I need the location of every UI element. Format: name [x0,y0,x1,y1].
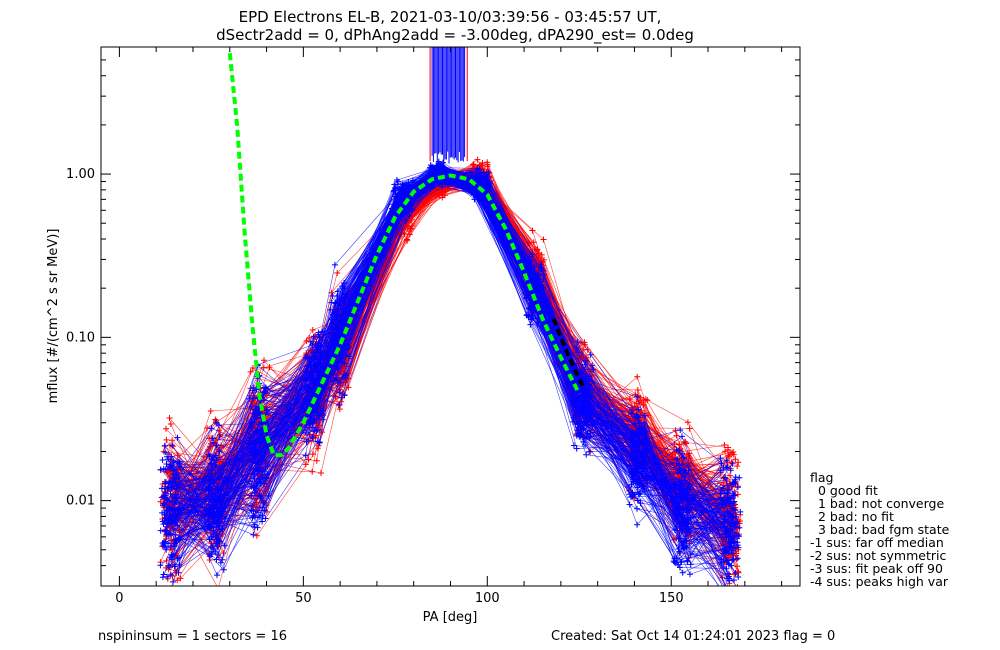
x-tick-label: 50 [295,591,312,606]
legend-item: 1 bad: not converge [818,496,944,511]
plot-overlays [227,47,585,458]
y-axis-label: mflux [#/(cm^2 s sr MeV)] [46,229,61,404]
x-axis-label: PA [deg] [423,610,478,625]
legend-title: flag [810,470,833,485]
x-tick-label: 100 [475,591,500,606]
trace-line [175,176,733,540]
trace-markers [168,177,682,531]
trace-markers [167,163,733,586]
chart-title-line1: EPD Electrons EL-B, 2021-03-10/03:39:56 … [239,8,662,26]
trace-line [167,180,729,579]
legend-item: -4 sus: peaks high var [810,574,949,589]
chart-title-line2: dSectr2add = 0, dPhAng2add = -3.00deg, d… [216,26,694,45]
x-tick-label: 150 [659,591,684,606]
legend-item: 3 bad: bad fgm state [818,522,950,537]
trace-line [169,164,729,554]
y-tick-label: 0.10 [66,330,95,345]
trace-markers [160,170,729,528]
x-tick-label: 0 [115,591,123,606]
trace-line [172,175,737,586]
fit-curve [227,52,582,458]
trace-markers [167,174,685,517]
fit-curve-tail [551,317,585,388]
legend-item: -3 sus: fit peak off 90 [810,561,943,576]
axes: 0 50 100 150 0.01 0.10 1.00 [66,46,800,606]
footer-info: nspininsum = 1 sectors = 16 [98,629,287,644]
trace-line [168,190,727,556]
y-tick-label: 0.01 [66,494,95,509]
trace-markers [167,163,685,518]
trace-line [166,173,730,581]
plot-traces [157,156,744,586]
footer-created: Created: Sat Oct 14 01:24:01 2023 flag =… [551,629,835,644]
trace-markers [166,175,730,557]
legend-item: -1 sus: far off median [810,535,944,550]
trace-line [164,178,719,586]
legend-item: -2 sus: not symmetric [810,548,946,563]
trace-markers [164,175,727,557]
trace-line [171,166,729,586]
legend: flag 0 good fit 1 bad: not converge 2 ba… [810,470,950,589]
trace-markers [166,165,734,558]
trace-markers [162,165,728,497]
trace-line [165,170,726,563]
y-tick-label: 1.00 [66,167,95,182]
legend-item: 2 bad: no fit [818,509,894,524]
trace-markers [162,168,728,566]
trace-markers [164,178,732,582]
trace-line [164,170,728,561]
trace-line [174,167,732,566]
legend-item: 0 good fit [818,483,878,498]
